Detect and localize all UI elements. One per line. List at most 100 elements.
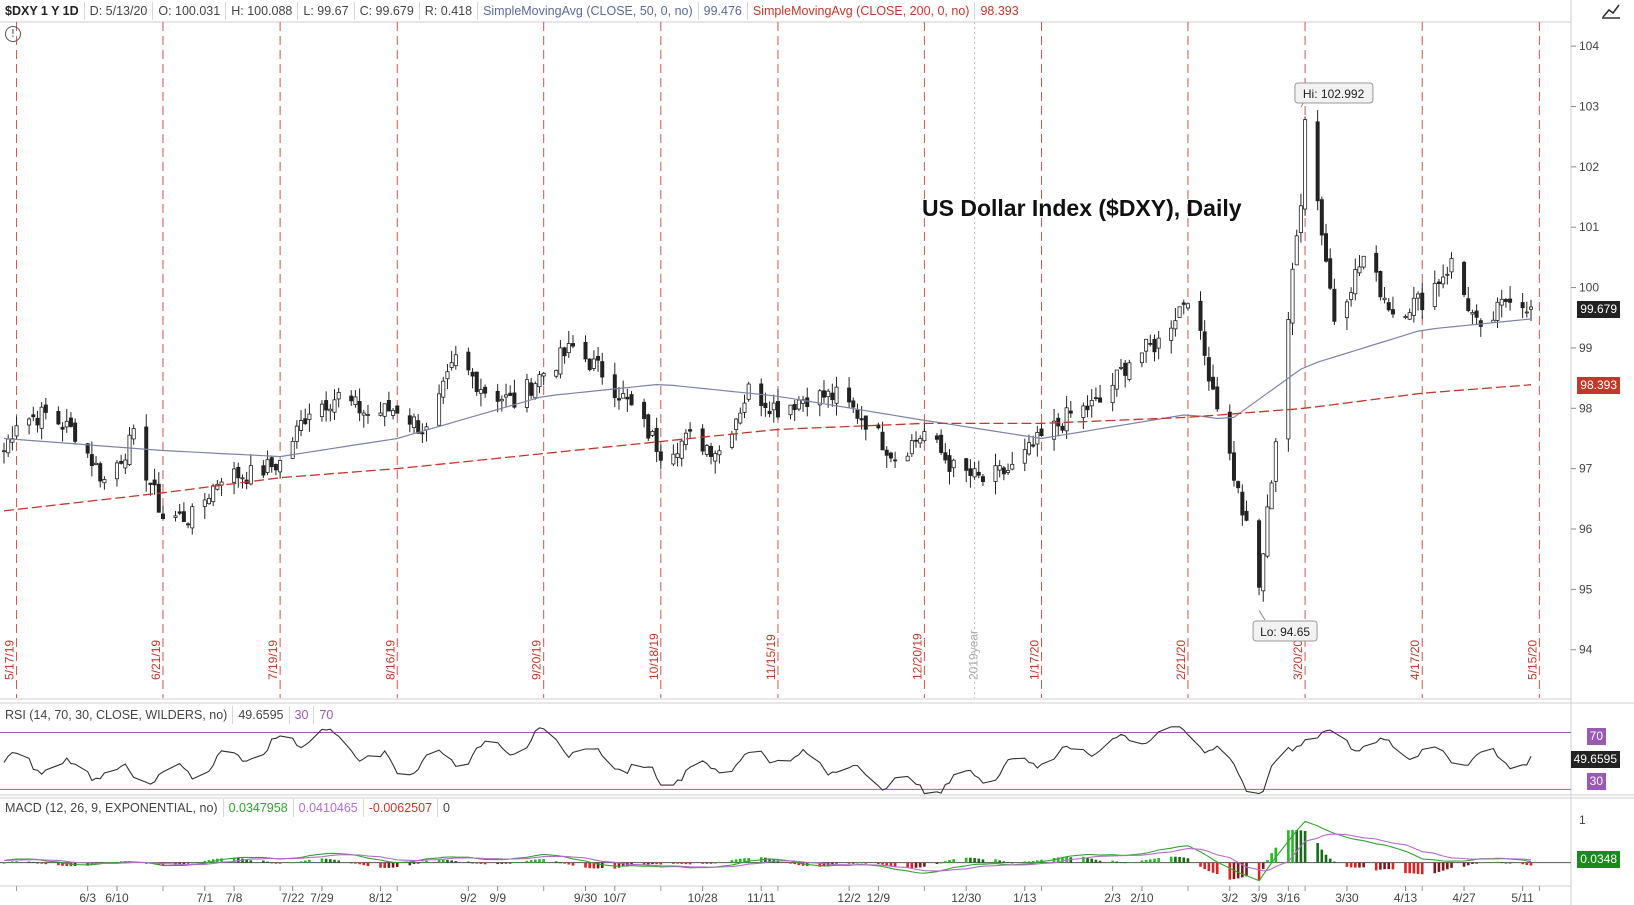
macd-histogram-bar bbox=[1056, 857, 1060, 863]
candle-body bbox=[1001, 467, 1006, 475]
x-axis-label: 7/22 bbox=[281, 891, 305, 905]
macd-histogram-bar bbox=[1115, 861, 1119, 863]
macd-histogram-bar bbox=[747, 857, 750, 863]
candle-body bbox=[1110, 384, 1115, 403]
candle-body bbox=[1503, 299, 1508, 302]
macd-histogram-bar bbox=[36, 862, 39, 864]
macd-histogram-bar bbox=[1383, 862, 1386, 870]
candle-body bbox=[951, 459, 956, 469]
candle-body bbox=[1353, 269, 1358, 295]
x-axis-label: 3/30 bbox=[1335, 891, 1359, 905]
candle-body bbox=[654, 427, 659, 452]
candle-body bbox=[1206, 357, 1211, 382]
macd-histogram-bar bbox=[977, 858, 981, 863]
candle-body bbox=[1173, 320, 1178, 330]
candle-body bbox=[771, 402, 776, 411]
candle-body bbox=[1378, 271, 1383, 298]
candle-body bbox=[821, 390, 826, 398]
expiration-label: 1/17/20 bbox=[1028, 640, 1042, 680]
price-axis-label: 103 bbox=[1579, 100, 1599, 114]
macd-histogram-bar bbox=[743, 858, 746, 863]
year-label: 2019year bbox=[967, 630, 981, 680]
macd-histogram-bar bbox=[308, 859, 311, 863]
low-label: L: 99.67 bbox=[298, 2, 355, 20]
rsi-70-badge: 70 bbox=[1586, 728, 1606, 745]
rsi-label[interactable]: RSI (14, 70, 30, CLOSE, WILDERS, no) bbox=[0, 706, 234, 724]
macd-histogram-bar bbox=[1144, 859, 1148, 863]
sma50-label[interactable]: SimpleMovingAvg (CLOSE, 50, 0, no) bbox=[478, 2, 699, 20]
candle-body bbox=[658, 451, 663, 461]
info-icon[interactable]: ! bbox=[5, 26, 21, 42]
candle-body bbox=[993, 465, 998, 482]
macd-histogram-bar bbox=[1199, 862, 1202, 867]
candle-body bbox=[278, 460, 283, 473]
candle-body bbox=[102, 479, 107, 484]
macd-histogram-bar bbox=[1274, 847, 1278, 863]
macd-header: MACD (12, 26, 9, EXPONENTIAL, no) 0.0347… bbox=[0, 798, 455, 818]
macd-histogram-bar bbox=[1433, 862, 1437, 874]
candle-body bbox=[89, 454, 94, 467]
candle-body bbox=[1432, 282, 1437, 308]
macd-histogram-bar bbox=[1203, 862, 1206, 870]
macd-histogram-bar bbox=[563, 862, 566, 864]
candle-body bbox=[1474, 310, 1479, 318]
drawing-tool-icon[interactable] bbox=[1600, 2, 1622, 20]
macd-histogram-bar bbox=[379, 862, 382, 868]
candle-body bbox=[495, 390, 500, 402]
macd-histogram-bar bbox=[789, 862, 792, 864]
macd-histogram-bar bbox=[1211, 862, 1215, 873]
candle-body bbox=[232, 468, 237, 483]
macd-histogram-bar bbox=[617, 862, 621, 868]
candle-body bbox=[884, 449, 889, 456]
macd-histogram-bar bbox=[630, 862, 633, 865]
candle-body bbox=[349, 395, 354, 402]
candle-body bbox=[1085, 405, 1090, 411]
candle-body bbox=[1349, 292, 1354, 300]
candle-body bbox=[713, 453, 718, 462]
macd-histogram-bar bbox=[1521, 862, 1524, 865]
macd-histogram-bar bbox=[425, 860, 428, 863]
macd-histogram-bar bbox=[739, 858, 742, 863]
range-label: R: 0.418 bbox=[420, 2, 479, 20]
candle-body bbox=[453, 354, 458, 367]
macd-histogram-bar bbox=[952, 859, 955, 863]
candle-body bbox=[675, 453, 680, 458]
candle-body bbox=[880, 431, 885, 451]
candle-body bbox=[700, 428, 705, 452]
macd-histogram-bar bbox=[1387, 862, 1391, 870]
candle-body bbox=[1390, 309, 1395, 315]
macd-histogram-bar bbox=[1123, 862, 1127, 864]
macd-histogram-bar bbox=[554, 861, 558, 863]
macd-histogram-bar bbox=[948, 860, 951, 863]
candle-body bbox=[6, 438, 11, 454]
macd-histogram-bar bbox=[1408, 862, 1411, 874]
x-axis-label: 7/29 bbox=[310, 891, 334, 905]
candle-body bbox=[1068, 410, 1073, 414]
macd-histogram-bar bbox=[1261, 862, 1265, 870]
hi-callout bbox=[1294, 82, 1374, 104]
expiration-label: 5/17/19 bbox=[3, 640, 17, 680]
candle-body bbox=[1265, 506, 1270, 557]
candle-body bbox=[533, 383, 538, 399]
macd-histogram-bar bbox=[1002, 861, 1006, 863]
macd-label[interactable]: MACD (12, 26, 9, EXPONENTIAL, no) bbox=[0, 799, 224, 817]
macd-histogram-bar bbox=[6, 861, 10, 863]
rsi-line bbox=[3, 726, 1532, 795]
macd-histogram-bar bbox=[15, 861, 18, 863]
macd-histogram-bar bbox=[504, 862, 508, 864]
rsi-value: 49.6595 bbox=[233, 706, 290, 724]
sma200-label[interactable]: SimpleMovingAvg (CLOSE, 200, 0, no) bbox=[748, 2, 976, 20]
symbol-label[interactable]: $DXY 1 Y 1D bbox=[0, 2, 85, 20]
candle-body bbox=[976, 471, 981, 476]
candle-body bbox=[826, 390, 831, 398]
macd-histogram-bar bbox=[851, 862, 855, 864]
macd-histogram-bar bbox=[571, 862, 575, 866]
macd-histogram-bar bbox=[1324, 854, 1328, 863]
macd-value: 0.0347958 bbox=[224, 799, 294, 817]
candle-body bbox=[504, 394, 509, 398]
candle-body bbox=[1420, 292, 1425, 310]
price-axis-label: 100 bbox=[1579, 281, 1599, 295]
macd-histogram-bar bbox=[416, 862, 420, 864]
candle-body bbox=[1361, 255, 1366, 268]
